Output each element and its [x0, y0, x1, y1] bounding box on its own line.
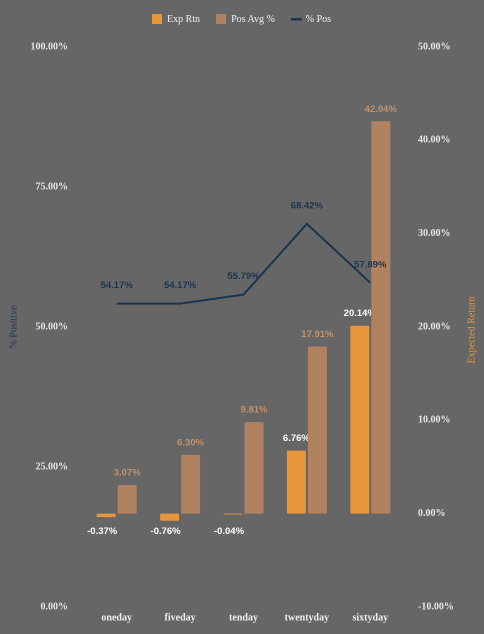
bar — [160, 513, 180, 521]
y2-tick-label: 40.00% — [418, 135, 451, 146]
y2-tick-label: 10.00% — [418, 415, 451, 426]
x-tick-label: twentyday — [285, 612, 329, 623]
line — [116, 222, 371, 305]
data-label: 42.04% — [365, 104, 398, 115]
data-label: 54.17% — [101, 280, 134, 291]
y-tick-label: 0.00% — [41, 601, 69, 612]
data-label: -0.04% — [214, 526, 245, 537]
y2-tick-label: 20.00% — [418, 321, 451, 332]
bar — [96, 513, 116, 518]
data-label: -0.37% — [87, 526, 118, 537]
y-tick-label: 100.00% — [31, 41, 69, 52]
legend-label: Exp Rtn — [167, 14, 200, 25]
y-tick-label: 25.00% — [36, 461, 69, 472]
bar — [244, 422, 264, 514]
data-label: 55.79% — [227, 271, 260, 282]
bar — [181, 454, 201, 514]
x-tick-label: fiveday — [165, 612, 196, 623]
data-label: 3.07% — [114, 468, 141, 479]
x-tick-label: oneday — [101, 612, 132, 623]
legend-swatch — [152, 14, 162, 24]
data-label: 20.14% — [344, 308, 377, 319]
y2-axis-title: Expected Return — [466, 297, 477, 364]
data-label: 9.81% — [241, 405, 268, 416]
y-tick-label: 50.00% — [36, 321, 69, 332]
y2-tick-label: 0.00% — [418, 508, 446, 519]
y-axis-title: % Positive — [8, 305, 19, 349]
data-label: 57.89% — [354, 259, 387, 270]
bar — [286, 450, 306, 514]
data-label: 54.17% — [164, 280, 197, 291]
data-label: 6.76% — [283, 433, 310, 444]
y-tick-label: 75.00% — [36, 181, 69, 192]
legend-label: % Pos — [306, 14, 331, 25]
y2-tick-label: 50.00% — [418, 41, 451, 52]
data-label: 6.30% — [177, 437, 204, 448]
data-label: -0.76% — [151, 526, 182, 537]
bar — [371, 121, 391, 514]
data-label: 17.91% — [301, 329, 334, 340]
bar — [223, 513, 243, 515]
y2-tick-label: 30.00% — [418, 228, 451, 239]
legend-label: Pos Avg % — [231, 14, 275, 25]
y2-tick-label: -10.00% — [418, 601, 454, 612]
legend-swatch — [216, 14, 227, 24]
bar — [350, 325, 370, 514]
legend-swatch — [290, 18, 302, 21]
x-tick-label: tenday — [229, 612, 258, 623]
data-label: 68.42% — [291, 200, 324, 211]
bar — [307, 346, 327, 514]
x-tick-label: sixtyday — [353, 612, 389, 623]
bar — [117, 485, 137, 514]
